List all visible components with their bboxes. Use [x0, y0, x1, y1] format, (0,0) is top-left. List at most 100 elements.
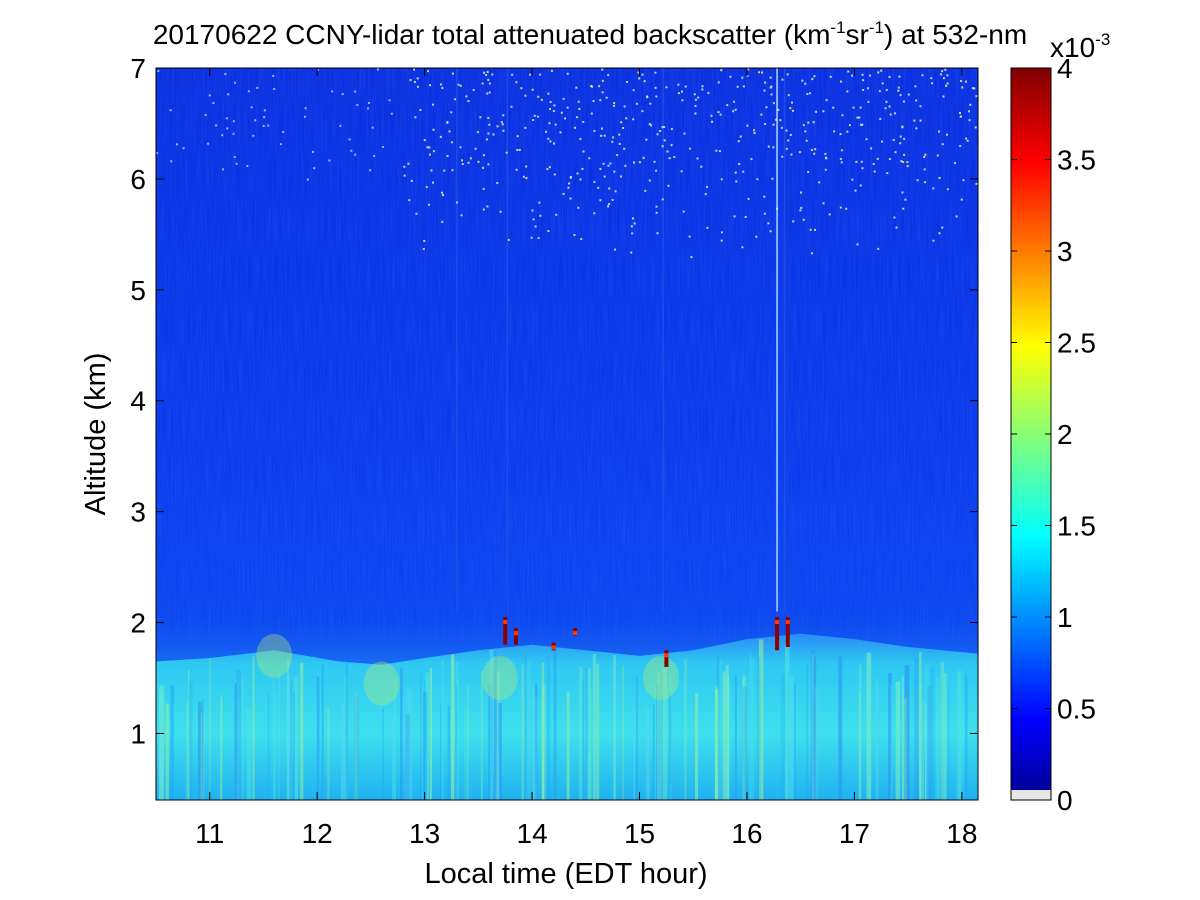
colorbar-tick-label: 0 — [1057, 785, 1073, 816]
backscatter-streak — [866, 652, 872, 800]
backscatter-streak — [219, 698, 223, 800]
noise-speckle — [940, 73, 943, 76]
noise-speckle — [761, 71, 764, 74]
noise-speckle — [502, 129, 505, 132]
noise-speckle — [704, 193, 707, 196]
noise-speckle — [791, 109, 794, 112]
noise-speckle — [599, 199, 602, 202]
noise-speckle — [638, 161, 641, 164]
noise-speckle — [873, 170, 876, 173]
backscatter-streak — [317, 676, 319, 800]
backscatter-streak — [340, 703, 345, 800]
noise-speckle — [455, 201, 458, 204]
cloud-feature-core — [785, 620, 790, 624]
noise-speckle — [825, 157, 828, 160]
backscatter-streak — [806, 664, 809, 800]
noise-speckle — [899, 135, 902, 138]
noise-speckle — [739, 135, 742, 138]
backscatter-streak — [921, 701, 925, 800]
noise-speckle — [822, 110, 825, 113]
noise-speckle — [706, 226, 709, 229]
noise-speckle — [549, 140, 552, 143]
noise-speckle — [898, 75, 901, 78]
cloud-feature-core — [503, 620, 508, 624]
noise-speckle — [681, 90, 684, 93]
noise-speckle — [861, 167, 864, 170]
noise-speckle — [865, 138, 868, 141]
backscatter-streak — [521, 664, 524, 800]
noise-speckle — [665, 86, 668, 89]
noise-speckle — [661, 145, 664, 148]
noise-speckle — [531, 88, 534, 91]
noise-speckle — [485, 138, 488, 141]
noise-speckle — [422, 248, 425, 251]
noise-speckle — [601, 91, 604, 94]
noise-speckle — [620, 121, 623, 124]
noise-speckle — [648, 179, 651, 182]
noise-speckle — [413, 68, 416, 71]
noise-speckle — [959, 144, 962, 147]
backscatter-streak — [794, 682, 796, 800]
noise-speckle — [548, 122, 551, 125]
noise-speckle — [562, 192, 565, 195]
noise-speckle — [221, 134, 224, 137]
y-tick-label: 3 — [130, 497, 146, 528]
backscatter-streak — [524, 652, 527, 800]
noise-speckle — [810, 149, 813, 152]
noise-speckle — [747, 68, 750, 71]
backscatter-streak — [424, 680, 426, 800]
backscatter-streak — [780, 674, 785, 800]
noise-speckle — [593, 212, 596, 215]
noise-speckle — [965, 137, 968, 140]
noise-speckle — [720, 231, 723, 234]
noise-speckle — [630, 225, 633, 228]
noise-speckle — [906, 161, 909, 164]
noise-speckle — [757, 71, 760, 74]
noise-speckle — [942, 95, 945, 98]
noise-speckle — [932, 239, 935, 242]
noise-speckle — [600, 134, 603, 137]
noise-speckle — [742, 170, 745, 173]
noise-speckle — [614, 248, 617, 251]
noise-speckle — [524, 126, 527, 129]
noise-speckle — [450, 111, 453, 114]
noise-speckle — [423, 240, 426, 243]
noise-speckle — [899, 94, 902, 97]
noise-speckle — [767, 145, 770, 148]
noise-speckle — [224, 73, 227, 76]
backscatter-streak — [914, 657, 919, 800]
noise-speckle — [733, 215, 736, 218]
noise-speckle — [579, 178, 582, 181]
x-tick-label: 15 — [624, 818, 655, 849]
backscatter-streak — [902, 698, 908, 800]
noise-speckle — [486, 205, 489, 208]
noise-speckle — [711, 120, 714, 123]
noise-speckle — [772, 123, 775, 126]
noise-speckle — [668, 157, 671, 160]
noise-speckle — [677, 83, 680, 86]
noise-speckle — [491, 73, 494, 76]
backscatter-streak — [316, 676, 320, 800]
chart-title: 20170622 CCNY-lidar total attenuated bac… — [153, 18, 1027, 50]
cloud-feature-core — [775, 620, 780, 624]
noise-speckle — [530, 236, 533, 239]
backscatter-streak — [858, 693, 861, 800]
noise-speckle — [959, 79, 962, 82]
noise-speckle — [618, 133, 621, 136]
noise-speckle — [941, 143, 944, 146]
noise-speckle — [390, 112, 393, 115]
noise-speckle — [559, 131, 562, 134]
noise-speckle — [582, 150, 585, 153]
backscatter-streak — [170, 684, 174, 800]
backscatter-streak — [496, 673, 501, 800]
noise-speckle — [382, 145, 385, 148]
backscatter-streak — [904, 664, 910, 800]
noise-speckle — [430, 169, 433, 172]
backscatter-streak — [659, 673, 663, 800]
noise-speckle — [575, 86, 578, 89]
noise-speckle — [906, 165, 909, 168]
noise-speckle — [694, 112, 697, 115]
noise-speckle — [921, 74, 924, 77]
noise-speckle — [522, 175, 525, 178]
